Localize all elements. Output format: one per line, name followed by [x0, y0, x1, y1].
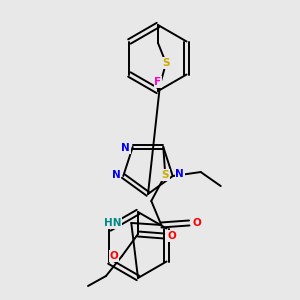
Text: N: N [176, 169, 184, 179]
Text: N: N [112, 170, 121, 180]
Text: O: O [193, 218, 202, 228]
Text: S: S [162, 58, 170, 68]
Text: S: S [161, 170, 169, 180]
Text: N: N [121, 143, 130, 153]
Text: O: O [110, 251, 118, 261]
Text: F: F [154, 77, 162, 87]
Text: HN: HN [104, 218, 121, 228]
Text: O: O [168, 231, 176, 241]
